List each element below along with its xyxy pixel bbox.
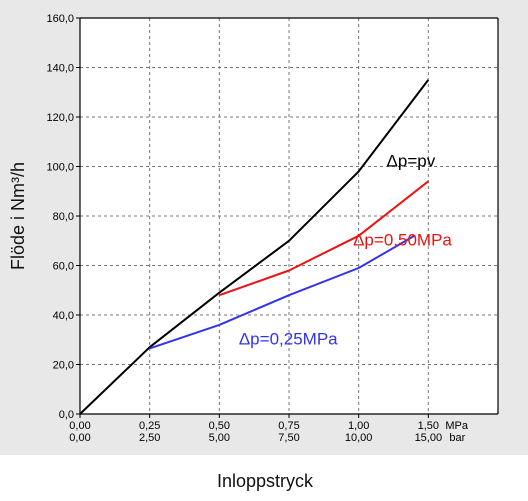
series-line-1 <box>218 180 429 297</box>
y-tick-label-7: 140,0 <box>46 63 74 75</box>
y-tick-label-3: 60,0 <box>53 261 74 273</box>
x-tick-label-primary-2: 0,50 <box>209 420 230 432</box>
x-tick-label-secondary-3: 7,50 <box>278 432 299 444</box>
x-tick-label-primary-3: 0,75 <box>278 420 299 432</box>
x-tick-label-secondary-2: 5,00 <box>209 432 230 444</box>
x-unit-primary: MPa <box>445 420 469 432</box>
tick-labels: 0,0 20,0 40,0 60,0 80,0 100,0 120,0 140,0 160,0 0… <box>46 13 468 444</box>
x-tick-label-primary-1: 0,25 <box>139 420 160 432</box>
x-tick-label-secondary-4: 10,00 <box>345 432 373 444</box>
y-axis-title: Flöde i Nm³/h <box>8 162 28 270</box>
series-annotations: Δp=pv Δp=0,50MPa Δp=0,25MPa <box>239 152 453 349</box>
x-unit-secondary: bar <box>449 432 465 444</box>
x-tick-label-primary-5: 1,50 <box>418 420 439 432</box>
series-line-2 <box>149 234 415 350</box>
y-tick-label-8: 160,0 <box>46 13 74 25</box>
y-tick-label-2: 40,0 <box>53 310 74 322</box>
x-tick-label-primary-4: 1,00 <box>348 420 369 432</box>
x-tick-label-primary-0: 0,00 <box>69 420 90 432</box>
y-tick-label-0: 0,0 <box>59 409 74 421</box>
x-tick-label-secondary-5: 15,00 <box>415 432 443 444</box>
y-tick-label-1: 20,0 <box>53 360 74 372</box>
series-lines <box>79 79 430 415</box>
y-tick-label-5: 100,0 <box>46 162 74 174</box>
series-line-0 <box>79 79 430 415</box>
y-tick-label-6: 120,0 <box>46 112 74 124</box>
series-annotation-2: Δp=0,25MPa <box>239 330 338 349</box>
x-tick-label-secondary-1: 2,50 <box>139 432 160 444</box>
x-axis-title: Inloppstryck <box>217 471 314 491</box>
series-annotation-1: Δp=0,50MPa <box>353 231 452 250</box>
y-tick-label-4: 80,0 <box>53 211 74 223</box>
x-tick-label-secondary-0: 0,00 <box>69 432 90 444</box>
series-annotation-0: Δp=pv <box>387 152 436 171</box>
